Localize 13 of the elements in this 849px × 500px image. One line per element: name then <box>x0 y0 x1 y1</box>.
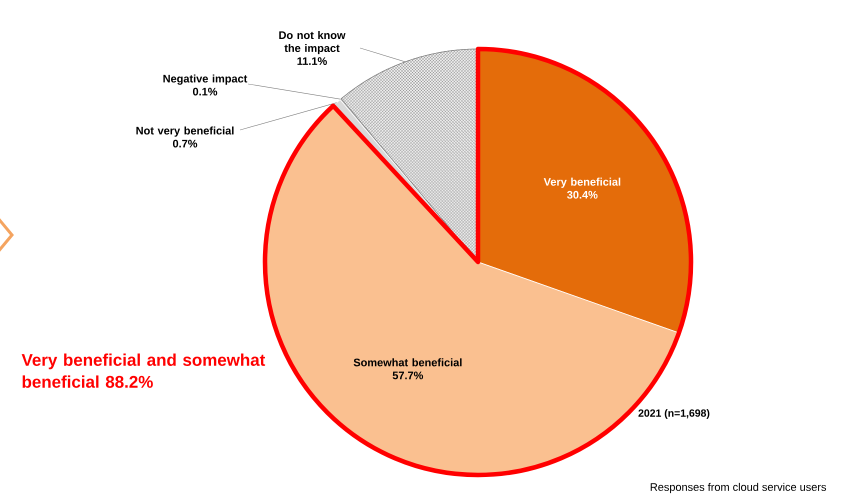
slice-label: Somewhat beneficial <box>354 358 462 366</box>
slice-label: Very beneficial <box>544 178 620 188</box>
data-label: 57.7% <box>392 372 424 380</box>
data-label: 11.1% <box>297 57 327 65</box>
text: Very beneficial and somewhat beneficial 88.2% <box>22 354 266 388</box>
slice-label: Do not know the impact <box>279 31 346 54</box>
slice-label: Negative impact <box>163 74 248 85</box>
slice-label: Not very beneficial <box>136 126 234 137</box>
data-label: 30.4% <box>567 190 598 199</box>
data-label: 0.1% <box>192 88 218 96</box>
text: 2021 (n=1,698) <box>638 409 710 419</box>
data-label: 0.7% <box>172 140 198 148</box>
text: Responses from cloud service users <box>650 482 826 494</box>
